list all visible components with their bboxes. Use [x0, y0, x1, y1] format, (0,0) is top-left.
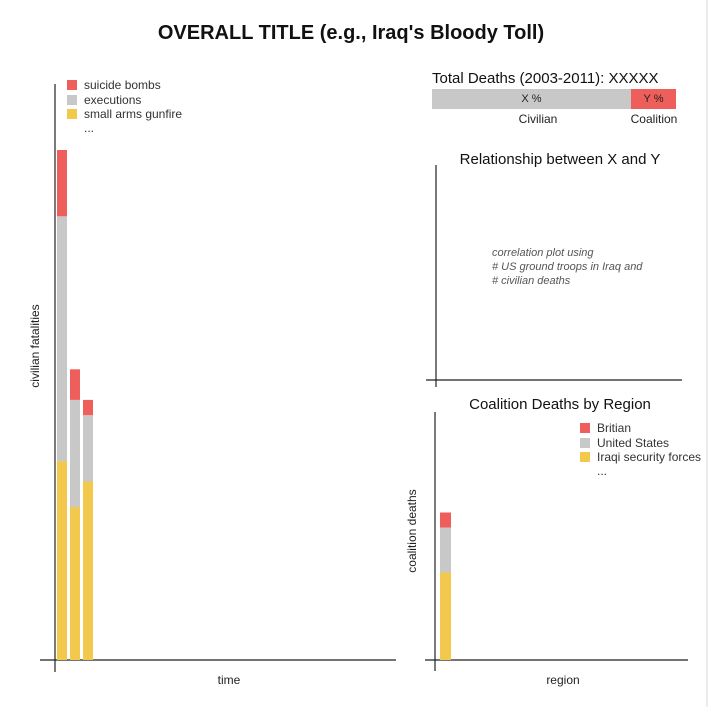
- legend-swatch-gray: [580, 437, 590, 448]
- coalition-share-segment: Y %: [631, 89, 676, 109]
- page-title: OVERALL TITLE (e.g., Iraq's Bloody Toll): [157, 22, 545, 44]
- legend-swatch-gray: [67, 94, 77, 105]
- civilian-bar-segment-small-arms-gunfire: [57, 461, 67, 660]
- legend-item-small-arms-gunfire: small arms gunfire: [67, 107, 182, 122]
- legend-label: Iraqi security forces: [597, 450, 702, 465]
- coalition-bar-segment-united-states: [440, 527, 451, 573]
- legend-item-suicide-bombs: suicide bombs: [67, 78, 182, 93]
- legend-label: suicide bombs: [84, 78, 161, 93]
- legend-ellipsis: ...: [84, 120, 95, 135]
- legend-label: Britian: [597, 421, 632, 436]
- y-axis-label-wrapper: civilian fatalities: [0, 304, 95, 387]
- civilian-bar-segment-small-arms-gunfire: [83, 481, 93, 660]
- legend-label: small arms gunfire: [84, 107, 183, 122]
- civilian-bar-segment-small-arms-gunfire: [70, 507, 80, 660]
- civilian-share-segment: X %: [432, 89, 631, 109]
- coalition-bar-segment-iraqi-security-forces: [440, 572, 451, 660]
- x-axis-label-time: time: [217, 673, 241, 687]
- civilian-bar-segment-suicide-bombs: [83, 399, 93, 416]
- civilian-legend: suicide bombs executions small arms gunf…: [67, 78, 182, 134]
- civilian-label: Civilian: [518, 112, 558, 126]
- civilian-bar-segment-executions: [57, 216, 67, 462]
- scatter-note-line: correlation plot using: [492, 247, 594, 259]
- coalition-legend: Britian United States Iraqi security for…: [580, 421, 701, 477]
- civilian-bar-segment-suicide-bombs: [57, 150, 67, 217]
- legend-swatch-yellow: [580, 452, 590, 463]
- scatter-note-line: # civilian deaths: [492, 275, 571, 287]
- legend-item-united-states: United States: [580, 436, 701, 451]
- legend-item-britian: Britian: [580, 421, 701, 436]
- y-axis-label-wrapper: coalition deaths: [362, 489, 462, 572]
- y-axis-label-coalition-deaths: coalition deaths: [405, 489, 419, 573]
- legend-label: executions: [84, 92, 142, 107]
- page-edge: [706, 0, 708, 707]
- legend-swatch-red: [580, 423, 590, 434]
- totals-proportion-bar: X % Y %: [432, 89, 676, 109]
- legend-label: United States: [597, 435, 670, 450]
- coalition-bar-segment-britian: [440, 512, 451, 528]
- y-axis-label-civilian-fatalities: civilian fatalities: [28, 304, 42, 388]
- legend-ellipsis: ...: [597, 463, 608, 478]
- scatter-note-line: # US ground troops in Iraq and: [492, 261, 643, 273]
- scatter-title: Relationship between X and Y: [459, 151, 661, 168]
- legend-swatch-yellow: [67, 109, 77, 120]
- legend-swatch-red: [67, 80, 77, 91]
- civilian-bar-segment-executions: [70, 399, 80, 507]
- x-axis-label-region: region: [546, 673, 580, 687]
- legend-item-executions: executions: [67, 93, 182, 108]
- civilian-bar-segment-executions: [83, 415, 93, 482]
- totals-title: Total Deaths (2003-2011): XXXXX: [432, 70, 659, 87]
- legend-item-iraqi-security-forces: Iraqi security forces: [580, 450, 701, 465]
- scatter-note: correlation plot using # US ground troop…: [492, 246, 642, 288]
- coalition-label: Coalition: [630, 112, 678, 126]
- civilian-bar-segment-suicide-bombs: [70, 369, 80, 400]
- coalition-chart-title: Coalition Deaths by Region: [469, 396, 651, 413]
